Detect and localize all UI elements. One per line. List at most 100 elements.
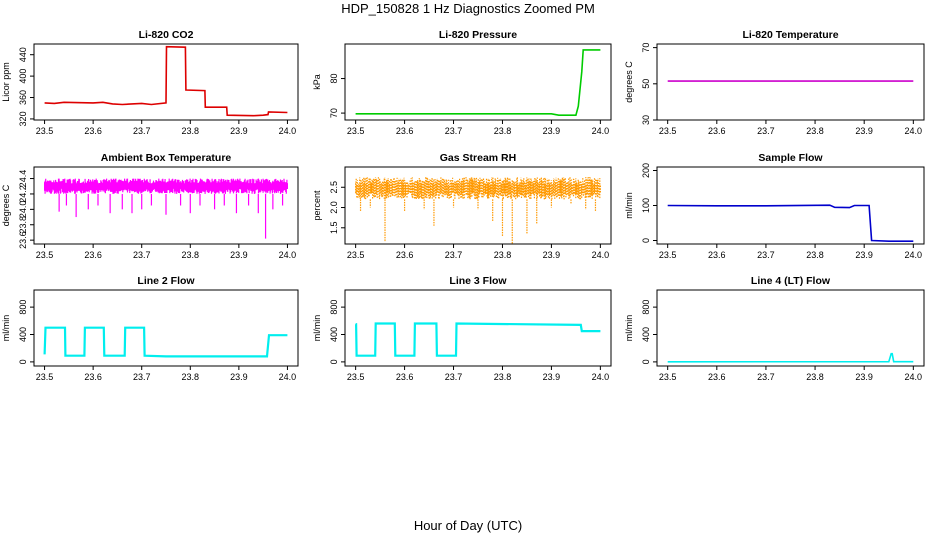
y-tick-label: 800 (18, 300, 28, 315)
y-tick-label: 400 (641, 327, 651, 342)
x-tick-label: 24.0 (905, 126, 923, 136)
x-tick-label: 23.9 (230, 250, 248, 260)
plot-title: Line 4 (LT) Flow (751, 275, 831, 287)
y-axis-label: ml/min (624, 315, 634, 342)
y-tick-label: 2.0 (329, 201, 339, 214)
y-tick-label: 0 (641, 238, 651, 243)
global-x-axis-label: Hour of Day (UTC) (413, 518, 523, 533)
plot-title: Ambient Box Temperature (101, 152, 232, 164)
x-tick-label: 23.5 (659, 372, 677, 382)
x-tick-label: 23.7 (445, 126, 463, 136)
plot-frame (33, 43, 299, 121)
y-axis-label: ml/min (312, 315, 322, 342)
y-tick-label: 400 (18, 327, 28, 342)
series-layer (355, 322, 601, 357)
plot-title: Line 3 Flow (449, 275, 507, 287)
y-tick-label: 70 (641, 43, 651, 53)
y-axis-label: kPa (312, 74, 322, 90)
y-tick-label: 24.2 (18, 185, 28, 203)
x-tick-label: 23.8 (806, 250, 824, 260)
x-tick-label: 23.9 (230, 372, 248, 382)
x-tick-label: 23.5 (347, 250, 365, 260)
x-tick-label: 23.8 (182, 126, 200, 136)
y-tick-label: 0 (18, 359, 28, 364)
plot-title: Li-820 CO2 (139, 29, 194, 41)
x-tick-label: 23.6 (84, 372, 102, 382)
series-line (355, 322, 601, 357)
x-tick-label: 23.9 (855, 250, 873, 260)
x-tick-label: 23.6 (396, 250, 414, 260)
x-tick-label: 23.5 (36, 372, 54, 382)
x-tick-label: 23.5 (347, 372, 365, 382)
x-tick-label: 23.5 (659, 250, 677, 260)
plot-title: Li-820 Temperature (742, 29, 838, 41)
y-tick-label: 400 (329, 327, 339, 342)
y-tick-label: 70 (329, 108, 339, 118)
x-tick-label: 23.7 (445, 372, 463, 382)
plot-frame (344, 166, 612, 245)
x-tick-label: 23.9 (543, 126, 561, 136)
x-tick-label: 23.7 (133, 126, 151, 136)
x-tick-label: 23.8 (806, 126, 824, 136)
y-tick-label: 1.5 (329, 222, 339, 235)
series-line (44, 45, 288, 117)
y-tick-label: 0 (329, 359, 339, 364)
panel-5: Gas Stream RH percent 23.5 23.6 23.7 23.8 23.9… (312, 152, 612, 260)
x-tick-label: 23.7 (133, 372, 151, 382)
plot-frame (656, 43, 925, 121)
panel-6: Sample Flow ml/min 23.5 23.6 23.7 23.8 23.9 24.… (624, 152, 925, 260)
x-tick-label: 23.7 (133, 250, 151, 260)
plot-title: Sample Flow (758, 152, 823, 164)
x-tick-label: 23.5 (36, 250, 54, 260)
plot-title: Gas Stream RH (440, 152, 516, 164)
x-tick-label: 23.6 (396, 126, 414, 136)
y-tick-label: 23.8 (18, 216, 28, 234)
y-axis-label: degrees C (1, 184, 11, 226)
plot-frame (344, 289, 612, 367)
plot-title: Li-820 Pressure (439, 29, 517, 41)
y-axis-label: degrees C (624, 61, 634, 103)
x-tick-label: 24.0 (592, 250, 610, 260)
x-tick-label: 23.6 (84, 126, 102, 136)
x-tick-label: 23.7 (757, 250, 775, 260)
y-tick-label: 23.6 (18, 231, 28, 249)
y-tick-label: 0 (641, 359, 651, 364)
series-line (667, 352, 914, 363)
x-tick-label: 23.5 (347, 126, 365, 136)
x-tick-label: 23.6 (396, 372, 414, 382)
y-tick-label: 2.5 (329, 181, 339, 194)
panel-7: Line 2 Flow ml/min 23.5 23.6 23.7 23.8 23.9 24.… (1, 275, 299, 382)
panel-9: Line 4 (LT) Flow ml/min 23.5 23.6 23.7 23.8 23… (624, 275, 925, 382)
x-tick-label: 23.9 (855, 126, 873, 136)
y-tick-label: 800 (329, 300, 339, 315)
x-tick-label: 24.0 (592, 126, 610, 136)
x-tick-label: 23.8 (494, 372, 512, 382)
y-tick-label: 24.4 (18, 170, 28, 188)
series-band (44, 178, 288, 194)
plot-frame (656, 289, 925, 367)
x-tick-label: 23.6 (708, 126, 726, 136)
x-tick-label: 23.6 (84, 250, 102, 260)
page-title: HDP_150828 1 Hz Diagnostics Zoomed PM (341, 1, 595, 16)
x-tick-label: 24.0 (905, 250, 923, 260)
series-layer (355, 49, 601, 116)
panel-4: Ambient Box Temperature degrees C 23.5 23.6… (1, 152, 299, 260)
series-line (667, 204, 914, 242)
panel-3: Li-820 Temperature degrees C 23.5 23.6 23.7 2… (624, 29, 925, 136)
x-tick-label: 23.7 (757, 126, 775, 136)
panel-1: Li-820 CO2 Licor ppm 23.5 23.6 23.7 23.8 23.9 2… (1, 29, 299, 136)
y-tick-label: 200 (641, 163, 651, 178)
y-tick-label: 100 (641, 198, 651, 213)
x-tick-label: 23.9 (543, 372, 561, 382)
series-layer (43, 326, 288, 358)
series-line (355, 49, 601, 116)
x-tick-label: 23.8 (182, 250, 200, 260)
x-tick-label: 23.6 (708, 250, 726, 260)
y-tick-label: 80 (329, 74, 339, 84)
y-axis-label: Licor ppm (1, 62, 11, 102)
panel-8: Line 3 Flow ml/min 23.5 23.6 23.7 23.8 23.9 24.… (312, 275, 612, 382)
plot-frame (344, 43, 612, 121)
x-tick-label: 23.5 (36, 126, 54, 136)
x-tick-label: 23.7 (757, 372, 775, 382)
